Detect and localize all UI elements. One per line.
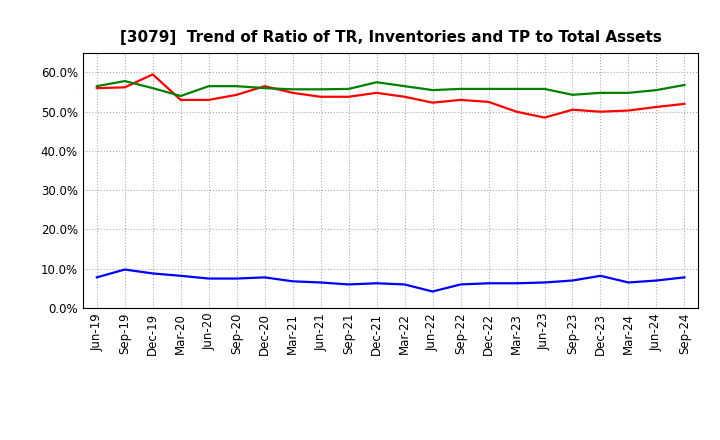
- Trade Payables: [316, 87, 325, 92]
- Trade Payables: [596, 90, 605, 95]
- Trade Payables: [288, 87, 297, 92]
- Trade Payables: [400, 84, 409, 89]
- Trade Receivables: [261, 84, 269, 89]
- Trade Payables: [512, 86, 521, 92]
- Inventories: [148, 271, 157, 276]
- Trade Receivables: [596, 109, 605, 114]
- Title: [3079]  Trend of Ratio of TR, Inventories and TP to Total Assets: [3079] Trend of Ratio of TR, Inventories…: [120, 29, 662, 45]
- Trade Payables: [680, 82, 689, 88]
- Inventories: [344, 282, 353, 287]
- Trade Payables: [652, 88, 661, 93]
- Trade Receivables: [148, 72, 157, 77]
- Trade Receivables: [233, 92, 241, 97]
- Trade Payables: [92, 84, 101, 89]
- Trade Receivables: [204, 97, 213, 103]
- Inventories: [92, 275, 101, 280]
- Line: Trade Receivables: Trade Receivables: [96, 74, 685, 117]
- Trade Payables: [485, 86, 493, 92]
- Trade Payables: [568, 92, 577, 97]
- Trade Receivables: [428, 100, 437, 105]
- Inventories: [233, 276, 241, 281]
- Trade Receivables: [288, 90, 297, 95]
- Inventories: [120, 267, 129, 272]
- Trade Payables: [344, 86, 353, 92]
- Line: Inventories: Inventories: [96, 270, 685, 292]
- Trade Receivables: [512, 109, 521, 114]
- Trade Receivables: [456, 97, 465, 103]
- Trade Payables: [456, 86, 465, 92]
- Trade Receivables: [400, 94, 409, 99]
- Trade Payables: [540, 86, 549, 92]
- Trade Receivables: [485, 99, 493, 105]
- Trade Receivables: [680, 101, 689, 106]
- Trade Receivables: [176, 97, 185, 103]
- Trade Receivables: [372, 90, 381, 95]
- Trade Receivables: [316, 94, 325, 99]
- Trade Payables: [233, 84, 241, 89]
- Inventories: [512, 281, 521, 286]
- Trade Payables: [148, 85, 157, 91]
- Trade Receivables: [344, 94, 353, 99]
- Inventories: [568, 278, 577, 283]
- Trade Payables: [372, 80, 381, 85]
- Trade Receivables: [540, 115, 549, 120]
- Inventories: [372, 281, 381, 286]
- Trade Receivables: [92, 85, 101, 91]
- Inventories: [176, 273, 185, 279]
- Inventories: [596, 273, 605, 279]
- Trade Receivables: [624, 108, 633, 113]
- Inventories: [680, 275, 689, 280]
- Trade Receivables: [568, 107, 577, 112]
- Inventories: [288, 279, 297, 284]
- Trade Receivables: [652, 104, 661, 110]
- Inventories: [485, 281, 493, 286]
- Inventories: [204, 276, 213, 281]
- Inventories: [540, 280, 549, 285]
- Inventories: [652, 278, 661, 283]
- Trade Payables: [120, 78, 129, 84]
- Trade Payables: [176, 93, 185, 99]
- Inventories: [624, 280, 633, 285]
- Trade Payables: [261, 85, 269, 91]
- Inventories: [428, 289, 437, 294]
- Inventories: [400, 282, 409, 287]
- Inventories: [261, 275, 269, 280]
- Trade Payables: [624, 90, 633, 95]
- Inventories: [316, 280, 325, 285]
- Trade Payables: [428, 88, 437, 93]
- Line: Trade Payables: Trade Payables: [96, 81, 685, 96]
- Trade Payables: [204, 84, 213, 89]
- Trade Receivables: [120, 85, 129, 90]
- Inventories: [456, 282, 465, 287]
